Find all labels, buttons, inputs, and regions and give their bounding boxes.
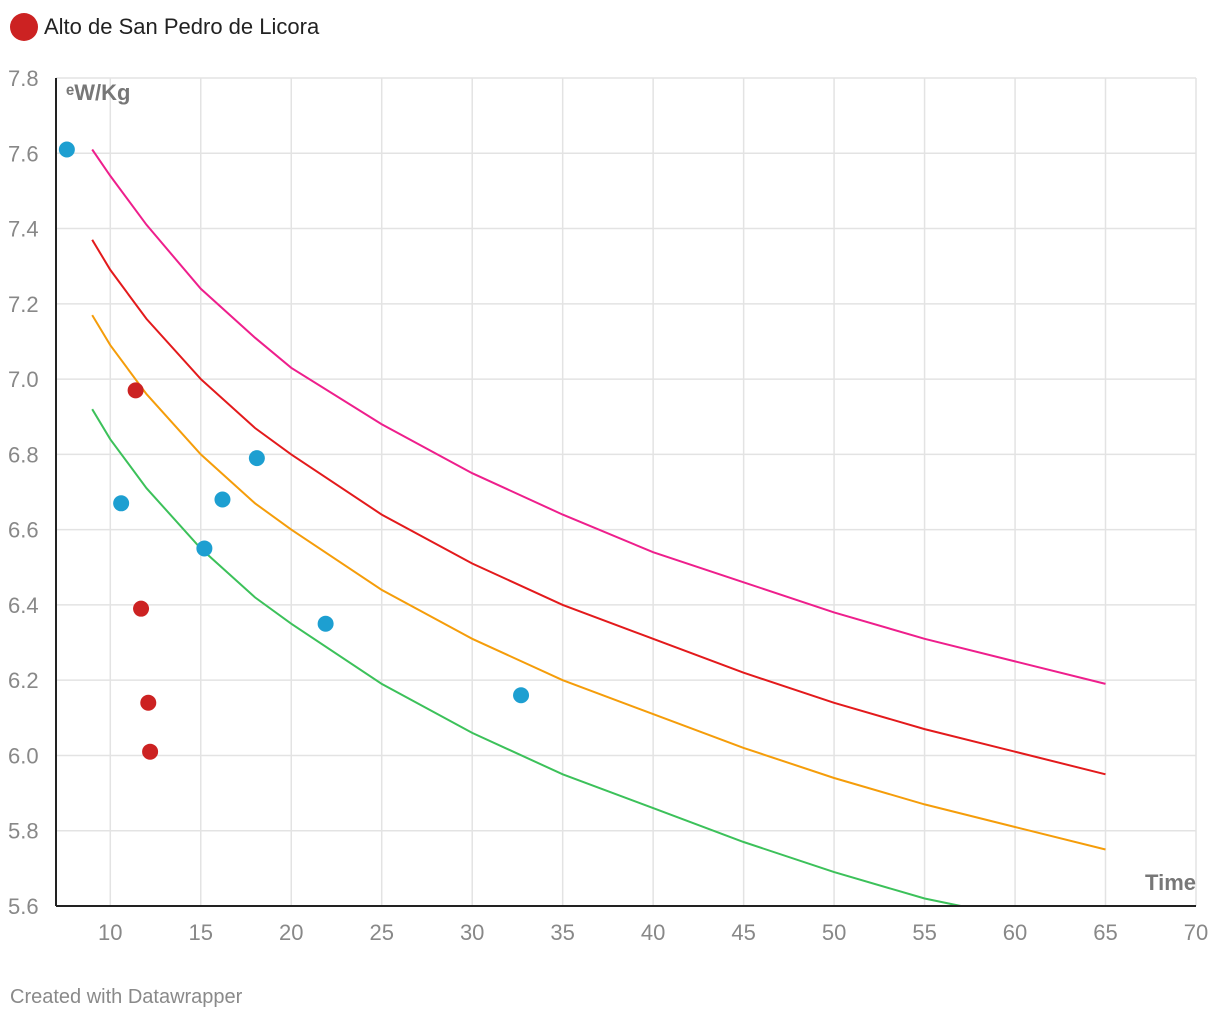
y-tick-label: 6.4	[8, 593, 39, 618]
data-point	[214, 491, 231, 508]
data-point	[317, 615, 334, 632]
curve-pink	[91, 148, 1106, 685]
data-point	[58, 141, 75, 158]
data-point	[513, 687, 530, 704]
x-tick-label: 15	[189, 920, 213, 945]
data-point	[113, 495, 130, 512]
curve-red	[91, 239, 1106, 776]
x-tick-label: 30	[460, 920, 484, 945]
x-tick-label: 65	[1093, 920, 1117, 945]
x-tick-label: 10	[98, 920, 122, 945]
y-tick-label: 6.8	[8, 442, 39, 467]
curve-green	[91, 408, 962, 907]
y-tick-label: 5.8	[8, 819, 39, 844]
x-tick-label: 45	[731, 920, 755, 945]
y-tick-label: 6.6	[8, 518, 39, 543]
y-tick-label: 7.8	[8, 66, 39, 91]
y-tick-label: 6.0	[8, 743, 39, 768]
data-point	[140, 694, 157, 711]
data-point	[127, 382, 144, 399]
data-point	[248, 450, 265, 467]
axis-layer: 5.6 5.8 6.0 6.2 6.4 6.6 6.8 7.0 7.2 7.4 7.6 7.8 10 15…	[8, 66, 1208, 945]
legend: Alto de San Pedro de Licora	[10, 12, 319, 42]
y-axis-title: ᵉW/Kg	[66, 80, 130, 105]
legend-label: Alto de San Pedro de Licora	[44, 14, 320, 39]
x-tick-label: 20	[279, 920, 303, 945]
data-point	[196, 540, 213, 557]
credit-text: Created with Datawrapper	[10, 986, 243, 1008]
curve-orange	[91, 314, 1106, 851]
x-tick-label: 50	[822, 920, 846, 945]
y-tick-label: 5.6	[8, 894, 39, 919]
point-layer	[58, 141, 530, 760]
legend-swatch	[10, 13, 38, 41]
y-tick-label: 7.4	[8, 217, 39, 242]
data-point	[142, 743, 159, 760]
y-tick-label: 6.2	[8, 668, 39, 693]
y-tick-label: 7.0	[8, 367, 39, 392]
y-tick-label: 7.6	[8, 141, 39, 166]
curve-layer	[91, 148, 1106, 907]
x-axis-title: Time	[1145, 870, 1196, 895]
x-tick-label: 25	[369, 920, 393, 945]
x-tick-label: 60	[1003, 920, 1027, 945]
data-point	[133, 600, 150, 617]
x-tick-label: 35	[550, 920, 574, 945]
x-tick-label: 40	[641, 920, 665, 945]
x-tick-label: 70	[1184, 920, 1208, 945]
scatter-chart: 5.6 5.8 6.0 6.2 6.4 6.6 6.8 7.0 7.2 7.4 7.6 7.8 10 15…	[8, 66, 1208, 945]
x-tick-label: 55	[912, 920, 936, 945]
y-tick-label: 7.2	[8, 292, 39, 317]
grid-layer	[56, 77, 1197, 906]
